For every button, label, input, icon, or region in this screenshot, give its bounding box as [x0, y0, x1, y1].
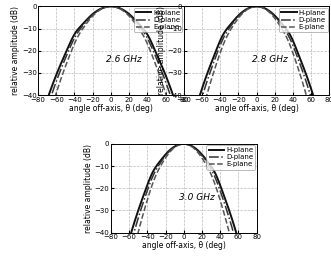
- Y-axis label: relative amplitude (dB): relative amplitude (dB): [84, 144, 93, 233]
- E-plane: [103, 6, 107, 9]
- D-plane: [177, 123, 181, 126]
- Legend: H-plane, D-plane, E-plane: H-plane, D-plane, E-plane: [134, 8, 182, 32]
- E-plane: [327, 182, 331, 185]
- H-plane: [253, 5, 257, 8]
- D-plane: [182, 138, 186, 141]
- D-plane: [107, 5, 111, 8]
- E-plane: [36, 159, 40, 162]
- E-plane: [43, 129, 47, 132]
- D-plane: [182, 167, 186, 170]
- H-plane: [107, 5, 111, 8]
- E-plane: [249, 6, 253, 9]
- D-plane: [297, 58, 301, 61]
- D-plane: [255, 5, 259, 8]
- D-plane: [224, 205, 228, 208]
- D-plane: [180, 142, 184, 145]
- H-plane: [177, 113, 181, 116]
- H-plane: [182, 127, 186, 130]
- Line: D-plane: D-plane: [38, 6, 184, 140]
- H-plane: [43, 103, 47, 106]
- Text: 2.6 GHz: 2.6 GHz: [106, 55, 142, 64]
- E-plane: [177, 142, 181, 145]
- H-plane: [224, 199, 228, 202]
- H-plane: [103, 6, 107, 9]
- D-plane: [43, 112, 47, 115]
- E-plane: [177, 142, 181, 145]
- D-plane: [249, 6, 253, 9]
- Line: H-plane: H-plane: [184, 6, 329, 153]
- E-plane: [255, 5, 259, 8]
- Line: D-plane: D-plane: [184, 6, 329, 169]
- Y-axis label: relative amplitude (dB): relative amplitude (dB): [11, 6, 21, 95]
- D-plane: [253, 5, 257, 8]
- D-plane: [177, 123, 181, 126]
- X-axis label: angle off-axis, θ (deg): angle off-axis, θ (deg): [69, 104, 153, 113]
- H-plane: [36, 127, 40, 130]
- Legend: H-plane, D-plane, E-plane: H-plane, D-plane, E-plane: [207, 145, 255, 170]
- D-plane: [103, 6, 107, 9]
- D-plane: [182, 142, 186, 145]
- E-plane: [180, 143, 184, 146]
- H-plane: [327, 152, 331, 155]
- Line: E-plane: E-plane: [111, 144, 257, 257]
- H-plane: [151, 44, 155, 47]
- Line: E-plane: E-plane: [184, 6, 329, 184]
- E-plane: [253, 5, 257, 8]
- D-plane: [323, 149, 327, 152]
- D-plane: [327, 167, 331, 170]
- E-plane: [297, 68, 301, 71]
- E-plane: [182, 182, 186, 185]
- E-plane: [151, 56, 155, 59]
- H-plane: [255, 5, 259, 8]
- X-axis label: angle off-axis, θ (deg): angle off-axis, θ (deg): [214, 104, 299, 113]
- H-plane: [297, 53, 301, 56]
- H-plane: [189, 123, 193, 126]
- H-plane: [109, 5, 113, 8]
- Line: H-plane: H-plane: [111, 144, 257, 257]
- Text: 3.0 GHz: 3.0 GHz: [179, 192, 215, 201]
- H-plane: [249, 6, 253, 9]
- H-plane: [177, 113, 181, 116]
- Line: E-plane: E-plane: [38, 6, 184, 160]
- H-plane: [182, 152, 186, 155]
- Line: D-plane: D-plane: [111, 144, 257, 257]
- E-plane: [182, 142, 186, 145]
- Text: 2.8 GHz: 2.8 GHz: [252, 55, 288, 64]
- E-plane: [182, 159, 186, 162]
- D-plane: [176, 144, 180, 147]
- E-plane: [323, 174, 327, 177]
- X-axis label: angle off-axis, θ (deg): angle off-axis, θ (deg): [142, 241, 226, 250]
- D-plane: [109, 5, 113, 8]
- E-plane: [176, 144, 180, 147]
- H-plane: [182, 142, 186, 145]
- Line: H-plane: H-plane: [38, 6, 184, 128]
- H-plane: [323, 135, 327, 138]
- H-plane: [323, 135, 327, 138]
- D-plane: [323, 149, 327, 152]
- E-plane: [323, 174, 327, 177]
- D-plane: [189, 135, 193, 139]
- E-plane: [107, 5, 111, 8]
- E-plane: [189, 158, 193, 161]
- H-plane: [176, 143, 180, 146]
- D-plane: [36, 138, 40, 141]
- Y-axis label: relative amplitude (dB): relative amplitude (dB): [157, 6, 166, 95]
- E-plane: [224, 217, 228, 221]
- Legend: H-plane, D-plane, E-plane: H-plane, D-plane, E-plane: [279, 8, 328, 32]
- E-plane: [109, 5, 113, 8]
- H-plane: [180, 142, 184, 145]
- D-plane: [151, 48, 155, 51]
